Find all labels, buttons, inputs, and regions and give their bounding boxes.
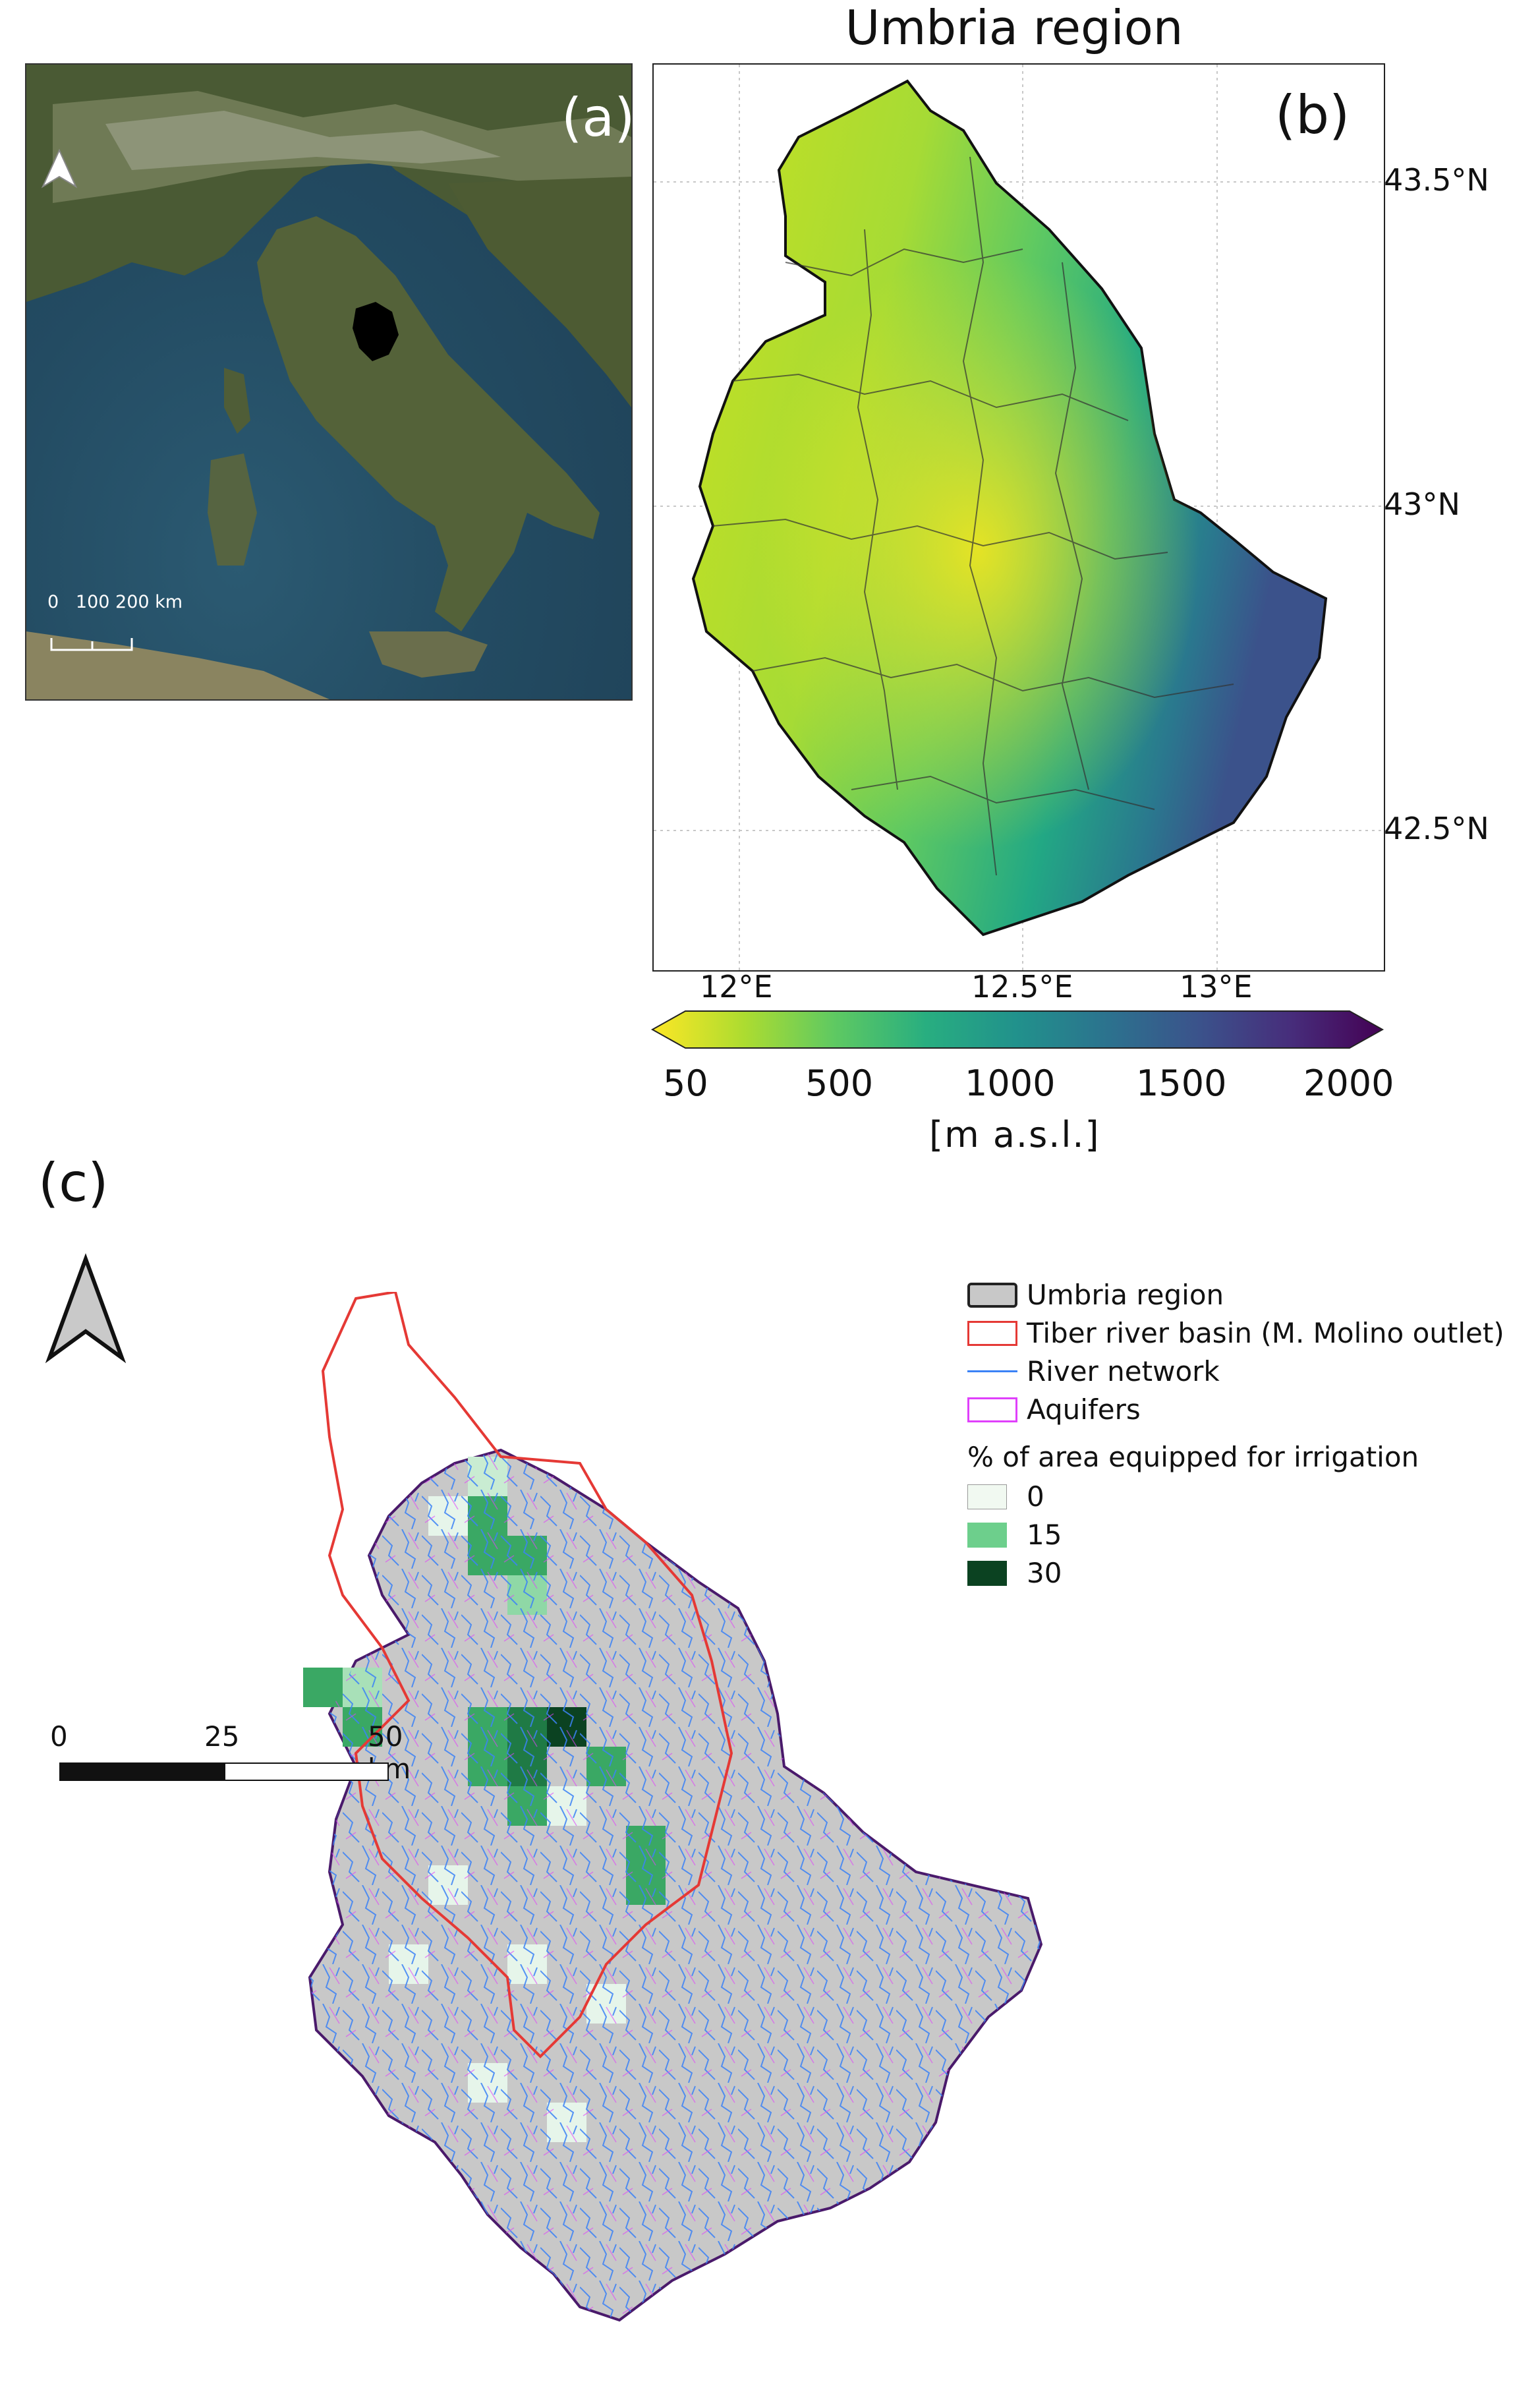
- river-network: [310, 1450, 1041, 2320]
- legend-swatch-aquifers: [967, 1397, 1017, 1422]
- lon-label-12: 12°E: [700, 969, 773, 1005]
- lat-label-43: 43°N: [1384, 486, 1460, 522]
- panel-c-label: (c): [38, 1152, 109, 1213]
- panel-a-satellite-map: (a) 0 100 200 km: [25, 63, 633, 701]
- satellite-image: [26, 65, 631, 699]
- legend-irrigation-title: % of area equipped for irrigation: [967, 1441, 1419, 1473]
- panel-a-label: (a): [561, 87, 633, 148]
- irrigation-map: [303, 1292, 1043, 2322]
- colorbar-tick-1500: 1500: [1136, 1063, 1227, 1104]
- scale-label-25: 25: [204, 1720, 240, 1753]
- colorbar-unit: [m a.s.l.]: [929, 1114, 1100, 1155]
- legend-swatch-basin: [967, 1321, 1017, 1346]
- panel-b-label: (b): [1275, 84, 1350, 146]
- colorbar-tick-2000: 2000: [1303, 1063, 1394, 1104]
- panel-b-title: Umbria region: [845, 0, 1184, 55]
- legend-label-irr-0: 0: [1027, 1480, 1044, 1513]
- north-arrow-icon: [45, 1253, 127, 1364]
- colorbar-tick-50: 50: [663, 1063, 708, 1104]
- tiber-basin-outline: [321, 1292, 733, 2058]
- lat-label-43-5: 43.5°N: [1384, 162, 1489, 198]
- municipal-boundaries: [712, 156, 1234, 876]
- elevation-map-canvas: [654, 65, 1384, 970]
- legend-swatch-irr-0: [967, 1484, 1007, 1509]
- legend-label-irr-15: 15: [1027, 1519, 1062, 1551]
- legend-label-basin: Tiber river basin (M. Molino outlet): [1027, 1317, 1504, 1349]
- colorbar-tick-500: 500: [805, 1063, 874, 1104]
- legend-swatch-irr-15: [967, 1523, 1007, 1548]
- lon-label-13: 13°E: [1180, 969, 1253, 1005]
- legend-swatch-rivers: [967, 1370, 1017, 1372]
- colorbar-tick-1000: 1000: [965, 1063, 1056, 1104]
- legend-swatch-region: [967, 1283, 1017, 1308]
- legend-label-region: Umbria region: [1027, 1279, 1224, 1311]
- legend-label-irr-30: 30: [1027, 1557, 1062, 1589]
- lon-label-12-5: 12.5°E: [971, 969, 1073, 1005]
- elevation-colorbar: [650, 1010, 1384, 1049]
- scale-label-0: 0: [50, 1720, 68, 1753]
- legend-label-rivers: River network: [1027, 1355, 1220, 1387]
- scale-segment-white: [224, 1762, 389, 1781]
- scale-segment-black: [59, 1762, 224, 1781]
- legend-swatch-irr-30: [967, 1561, 1007, 1586]
- panel-a-scale-label: 0 100 200 km: [47, 592, 183, 612]
- lat-label-42-5: 42.5°N: [1384, 811, 1489, 846]
- panel-b-elevation-map: [652, 63, 1385, 972]
- legend-label-aquifers: Aquifers: [1027, 1393, 1141, 1426]
